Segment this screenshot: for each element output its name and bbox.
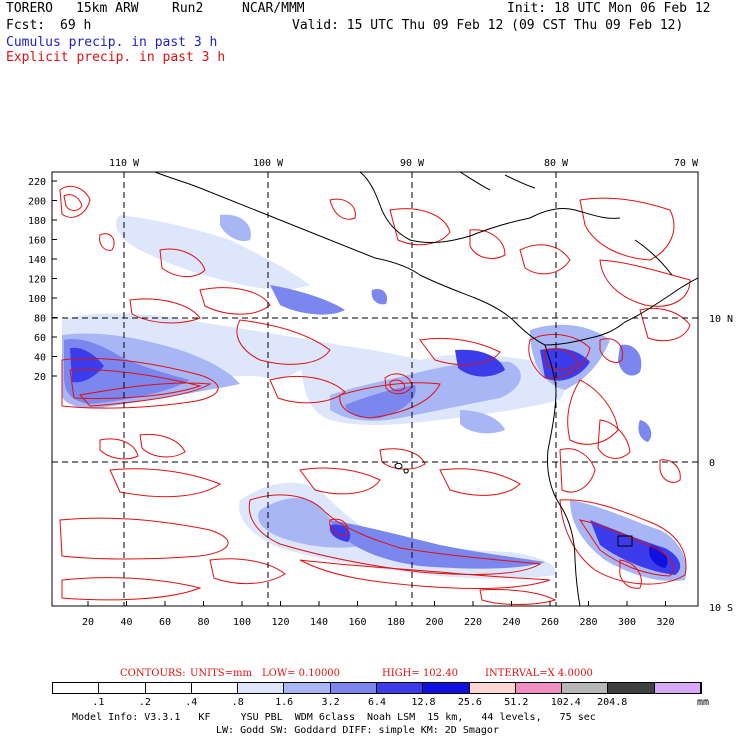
precip-fields xyxy=(59,172,698,606)
colorbar-unit: mm xyxy=(697,697,710,708)
x-tick-label: 20 xyxy=(82,617,94,628)
colorbar-label: .8 xyxy=(231,697,244,708)
latitude-labels: 10 N 0 10 S xyxy=(709,314,733,614)
model-info-line1: Model Info: V3.3.1 KF YSU PBL WDM 6class… xyxy=(72,712,596,723)
y-tick-label: 60 xyxy=(34,333,46,344)
model-info-line2: LW: Godd SW: Goddard DIFF: simple KM: 2D… xyxy=(216,725,499,736)
organization: NCAR/MMM xyxy=(242,1,305,16)
longitude-label: 80 W xyxy=(544,158,569,169)
latitude-label: 10 S xyxy=(709,603,733,614)
longitude-label: 100 W xyxy=(253,158,284,169)
colorbar-label: 12.8 xyxy=(411,697,436,708)
forecast-label: Fcst: xyxy=(6,18,46,33)
run-label: Run2 xyxy=(172,1,204,16)
colorbar-label: 204.8 xyxy=(597,697,628,708)
colorbar-label: .2 xyxy=(138,697,151,708)
colorbar-label: 6.4 xyxy=(367,697,387,708)
contours-low: LOW= 0.10000 xyxy=(262,668,341,679)
colorbar-segment xyxy=(608,683,655,693)
colorbar-label: 51.2 xyxy=(504,697,529,708)
valid-time: Valid: 15 UTC Thu 09 Feb 12 (09 CST Thu … xyxy=(292,18,684,33)
y-axis-ticks: 220 200 180 160 140 120 100 80 60 40 20 xyxy=(28,177,57,383)
x-tick-label: 80 xyxy=(197,617,209,628)
longitude-label: 70 W xyxy=(674,158,699,169)
colorbar-segment xyxy=(469,683,516,693)
x-tick-label: 100 xyxy=(233,617,251,628)
y-tick-label: 20 xyxy=(34,372,46,383)
x-tick-label: 180 xyxy=(387,617,405,628)
cumulus-precip-shading xyxy=(62,214,687,581)
latitude-label: 10 N xyxy=(709,314,733,325)
x-tick-label: 60 xyxy=(159,617,171,628)
y-tick-label: 100 xyxy=(28,294,46,305)
explicit-precip-contours xyxy=(59,185,691,605)
colorbar-segment xyxy=(284,683,331,693)
latlon-grid xyxy=(52,172,698,606)
y-tick-label: 180 xyxy=(28,216,46,227)
longitude-label: 110 W xyxy=(109,158,140,169)
contours-label: CONTOURS: xyxy=(120,668,186,679)
map-frame xyxy=(51,171,699,607)
y-tick-label: 120 xyxy=(28,275,46,286)
x-tick-label: 260 xyxy=(541,617,559,628)
y-tick-label: 160 xyxy=(28,236,46,247)
x-tick-label: 40 xyxy=(120,617,132,628)
latitude-label: 0 xyxy=(709,458,715,469)
contours-interval: INTERVAL=X 4.0000 xyxy=(485,668,593,679)
colorbar-segment xyxy=(99,683,146,693)
x-tick-label: 120 xyxy=(271,617,289,628)
colorbar-segment xyxy=(423,683,470,693)
x-tick-label: 200 xyxy=(425,617,443,628)
colorbar-segment xyxy=(191,683,239,693)
field-explicit: Explicit precip. in past 3 h xyxy=(6,50,226,65)
colorbar-label: .1 xyxy=(92,697,105,708)
colorbar-segment xyxy=(330,683,377,693)
colorbar-segment xyxy=(53,683,100,693)
y-tick-label: 200 xyxy=(28,197,46,208)
colorbar-segment xyxy=(238,683,285,693)
x-tick-label: 140 xyxy=(310,617,328,628)
y-tick-label: 80 xyxy=(34,314,46,325)
x-axis-ticks: 20 40 60 80 100 120 140 160 180 200 220 240 260 280 30… xyxy=(82,601,675,628)
colorbar-label: 25.6 xyxy=(457,697,482,708)
y-tick-label: 40 xyxy=(34,353,46,364)
colorbar-label: .4 xyxy=(185,697,198,708)
colorbar-segment xyxy=(654,683,701,693)
x-tick-label: 240 xyxy=(502,617,520,628)
y-tick-label: 220 xyxy=(28,177,46,188)
x-tick-label: 320 xyxy=(656,617,674,628)
x-tick-label: 300 xyxy=(618,617,636,628)
y-tick-label: 140 xyxy=(28,255,46,266)
model-name: TORERO xyxy=(6,1,53,16)
longitude-labels: 110 W 100 W 90 W 80 W 70 W xyxy=(109,158,699,169)
forecast-hour: 69 h xyxy=(60,18,92,33)
colorbar-label: 3.2 xyxy=(321,697,340,708)
longitude-label: 90 W xyxy=(400,158,425,169)
colorbar-label: 1.6 xyxy=(275,697,294,708)
colorbar-segment xyxy=(145,683,192,693)
init-time: Init: 18 UTC Mon 06 Feb 12 xyxy=(507,1,711,16)
colorbar-segment xyxy=(515,683,563,693)
colorbar xyxy=(52,682,702,694)
colorbar-segment xyxy=(562,683,609,693)
x-tick-label: 160 xyxy=(348,617,366,628)
colorbar-label: 102.4 xyxy=(550,697,581,708)
x-tick-label: 280 xyxy=(579,617,597,628)
model-resolution: 15km ARW xyxy=(76,1,139,16)
coastlines xyxy=(154,172,698,606)
field-cumulus: Cumulus precip. in past 3 h xyxy=(6,35,218,50)
contours-units: UNITS=mm xyxy=(190,668,252,679)
colorbar-segment xyxy=(376,683,424,693)
contours-high: HIGH= 102.40 xyxy=(382,668,458,679)
x-tick-label: 220 xyxy=(464,617,482,628)
